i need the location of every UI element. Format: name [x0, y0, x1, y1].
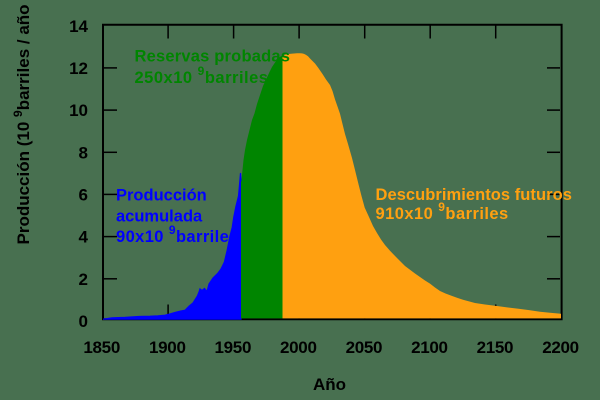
svg-text:1900: 1900: [149, 338, 186, 357]
svg-text:8: 8: [79, 143, 88, 162]
svg-text:2150: 2150: [477, 338, 514, 357]
svg-text:Año: Año: [313, 375, 346, 394]
svg-text:acumulada: acumulada: [116, 208, 203, 226]
svg-text:0: 0: [79, 312, 88, 331]
svg-text:2000: 2000: [280, 338, 317, 357]
svg-text:6: 6: [79, 186, 88, 205]
svg-text:14: 14: [69, 17, 88, 36]
svg-text:Producción (10 9barriles / año: Producción (10 9barriles / año: [11, 4, 33, 244]
svg-text:Reservas probadas: Reservas probadas: [135, 48, 291, 66]
svg-text:910x10 9barriles: 910x10 9barriles: [376, 200, 509, 223]
svg-text:2200: 2200: [542, 338, 579, 357]
svg-text:Producción: Producción: [116, 187, 207, 205]
svg-text:4: 4: [79, 228, 89, 247]
svg-text:1850: 1850: [83, 338, 120, 357]
svg-text:Descubrimientos futuros: Descubrimientos futuros: [376, 186, 572, 204]
svg-text:12: 12: [69, 59, 88, 78]
svg-text:10: 10: [69, 101, 88, 120]
svg-text:2100: 2100: [411, 338, 448, 357]
svg-text:2050: 2050: [346, 338, 383, 357]
svg-text:250x10 9barriles: 250x10 9barriles: [135, 64, 269, 87]
svg-text:1950: 1950: [214, 338, 251, 357]
svg-text:2: 2: [79, 270, 88, 289]
svg-text:90x10 9barriles: 90x10 9barriles: [116, 223, 239, 246]
